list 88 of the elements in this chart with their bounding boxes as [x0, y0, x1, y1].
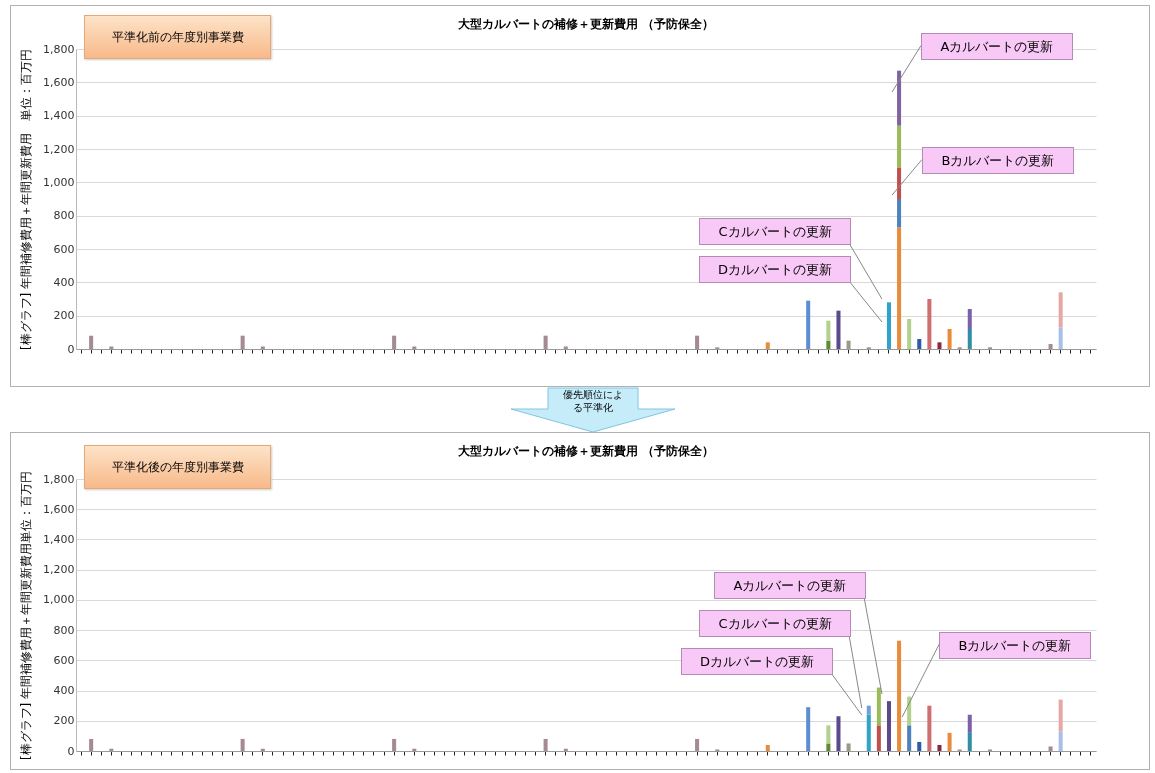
bar — [1058, 292, 1063, 328]
y-axis-title: [棒グラフ] 年間補修費用＋年間更新費用 単位：百万円 — [19, 48, 34, 351]
bar — [897, 227, 902, 349]
bar — [1048, 344, 1053, 349]
y-tick-label: 400 — [53, 275, 75, 289]
y-tick-label: 1,200 — [43, 142, 75, 156]
bar — [967, 329, 972, 349]
text: 優先順位による平準化 — [563, 388, 623, 414]
y-tick-label: 1,000 — [43, 593, 75, 607]
bar — [886, 302, 891, 349]
callout-box: Bカルバートの更新 — [939, 632, 1091, 659]
y-tick-label: 1,400 — [43, 532, 75, 546]
y-tick-label: 1,800 — [43, 472, 75, 486]
bar — [866, 714, 871, 751]
bar — [392, 738, 397, 751]
bar — [866, 705, 871, 715]
y-tick-label: 0 — [67, 342, 75, 356]
bar — [846, 340, 851, 349]
bar — [89, 738, 94, 751]
y-tick-label: 1,400 — [43, 109, 75, 123]
bar — [826, 743, 831, 751]
bar — [826, 725, 831, 744]
bar — [765, 342, 770, 349]
bar — [886, 701, 891, 751]
bar — [392, 335, 397, 349]
bar — [947, 329, 952, 349]
heading-box: 平準化前の年度別事業費 — [84, 15, 271, 59]
callout-box: Dカルバートの更新 — [681, 648, 833, 675]
bar — [897, 167, 902, 199]
y-tick-label: 200 — [53, 714, 75, 728]
bar — [695, 335, 700, 349]
bar — [1058, 327, 1063, 349]
bar — [1058, 731, 1063, 751]
callout-box: Aカルバートの更新 — [921, 33, 1073, 60]
y-axis-title: [棒グラフ] 年間補修費用＋年間更新費用単位：百万円 — [19, 470, 34, 761]
callout-box: Cカルバートの更新 — [699, 218, 851, 245]
y-tick-label: 400 — [53, 684, 75, 698]
callout-box: Cカルバートの更新 — [699, 610, 851, 637]
bar — [1058, 699, 1063, 732]
bar — [543, 738, 548, 751]
bar — [89, 335, 94, 349]
y-tick-label: 800 — [53, 209, 75, 223]
bar — [826, 320, 831, 341]
chart-title: 大型カルバートの補修＋更新費用 （予防保全） — [457, 444, 715, 459]
bar — [967, 714, 972, 733]
bar — [937, 342, 942, 349]
bar — [917, 741, 922, 751]
bar — [907, 725, 912, 751]
bar — [947, 732, 952, 751]
bar — [765, 744, 770, 751]
bar — [897, 199, 902, 228]
bar — [836, 716, 841, 751]
y-tick-label: 200 — [53, 309, 75, 323]
heading-box: 平準化後の年度別事業費 — [84, 445, 271, 489]
bar — [927, 705, 932, 751]
bar — [846, 743, 851, 751]
y-tick-label: 1,200 — [43, 563, 75, 577]
bar — [543, 335, 548, 349]
callout-box: Aカルバートの更新 — [714, 572, 866, 599]
y-tick-label: 1,600 — [43, 502, 75, 516]
y-tick-label: 1,600 — [43, 75, 75, 89]
y-tick-label: 0 — [67, 744, 75, 758]
y-tick-label: 800 — [53, 623, 75, 637]
bar — [897, 640, 902, 751]
bar — [897, 70, 902, 126]
bar — [826, 340, 831, 349]
chart-title: 大型カルバートの補修＋更新費用 （予防保全） — [457, 17, 715, 31]
bar — [695, 738, 700, 751]
bar — [937, 744, 942, 751]
y-tick-label: 1,800 — [43, 42, 75, 56]
bar — [967, 732, 972, 751]
bar — [876, 725, 881, 751]
bar — [927, 299, 932, 349]
bar — [240, 335, 245, 349]
bar — [876, 687, 881, 726]
y-tick-label: 600 — [53, 242, 75, 256]
bar — [806, 707, 811, 751]
bar — [967, 309, 972, 329]
bar — [1048, 746, 1053, 751]
y-tick-label: 1,000 — [43, 175, 75, 189]
bar — [917, 339, 922, 349]
bar — [240, 738, 245, 751]
bar — [897, 125, 902, 168]
bar — [836, 310, 841, 349]
bar — [806, 300, 811, 349]
y-tick-label: 600 — [53, 653, 75, 667]
callout-box: Dカルバートの更新 — [699, 256, 851, 283]
callout-box: Bカルバートの更新 — [922, 147, 1074, 174]
